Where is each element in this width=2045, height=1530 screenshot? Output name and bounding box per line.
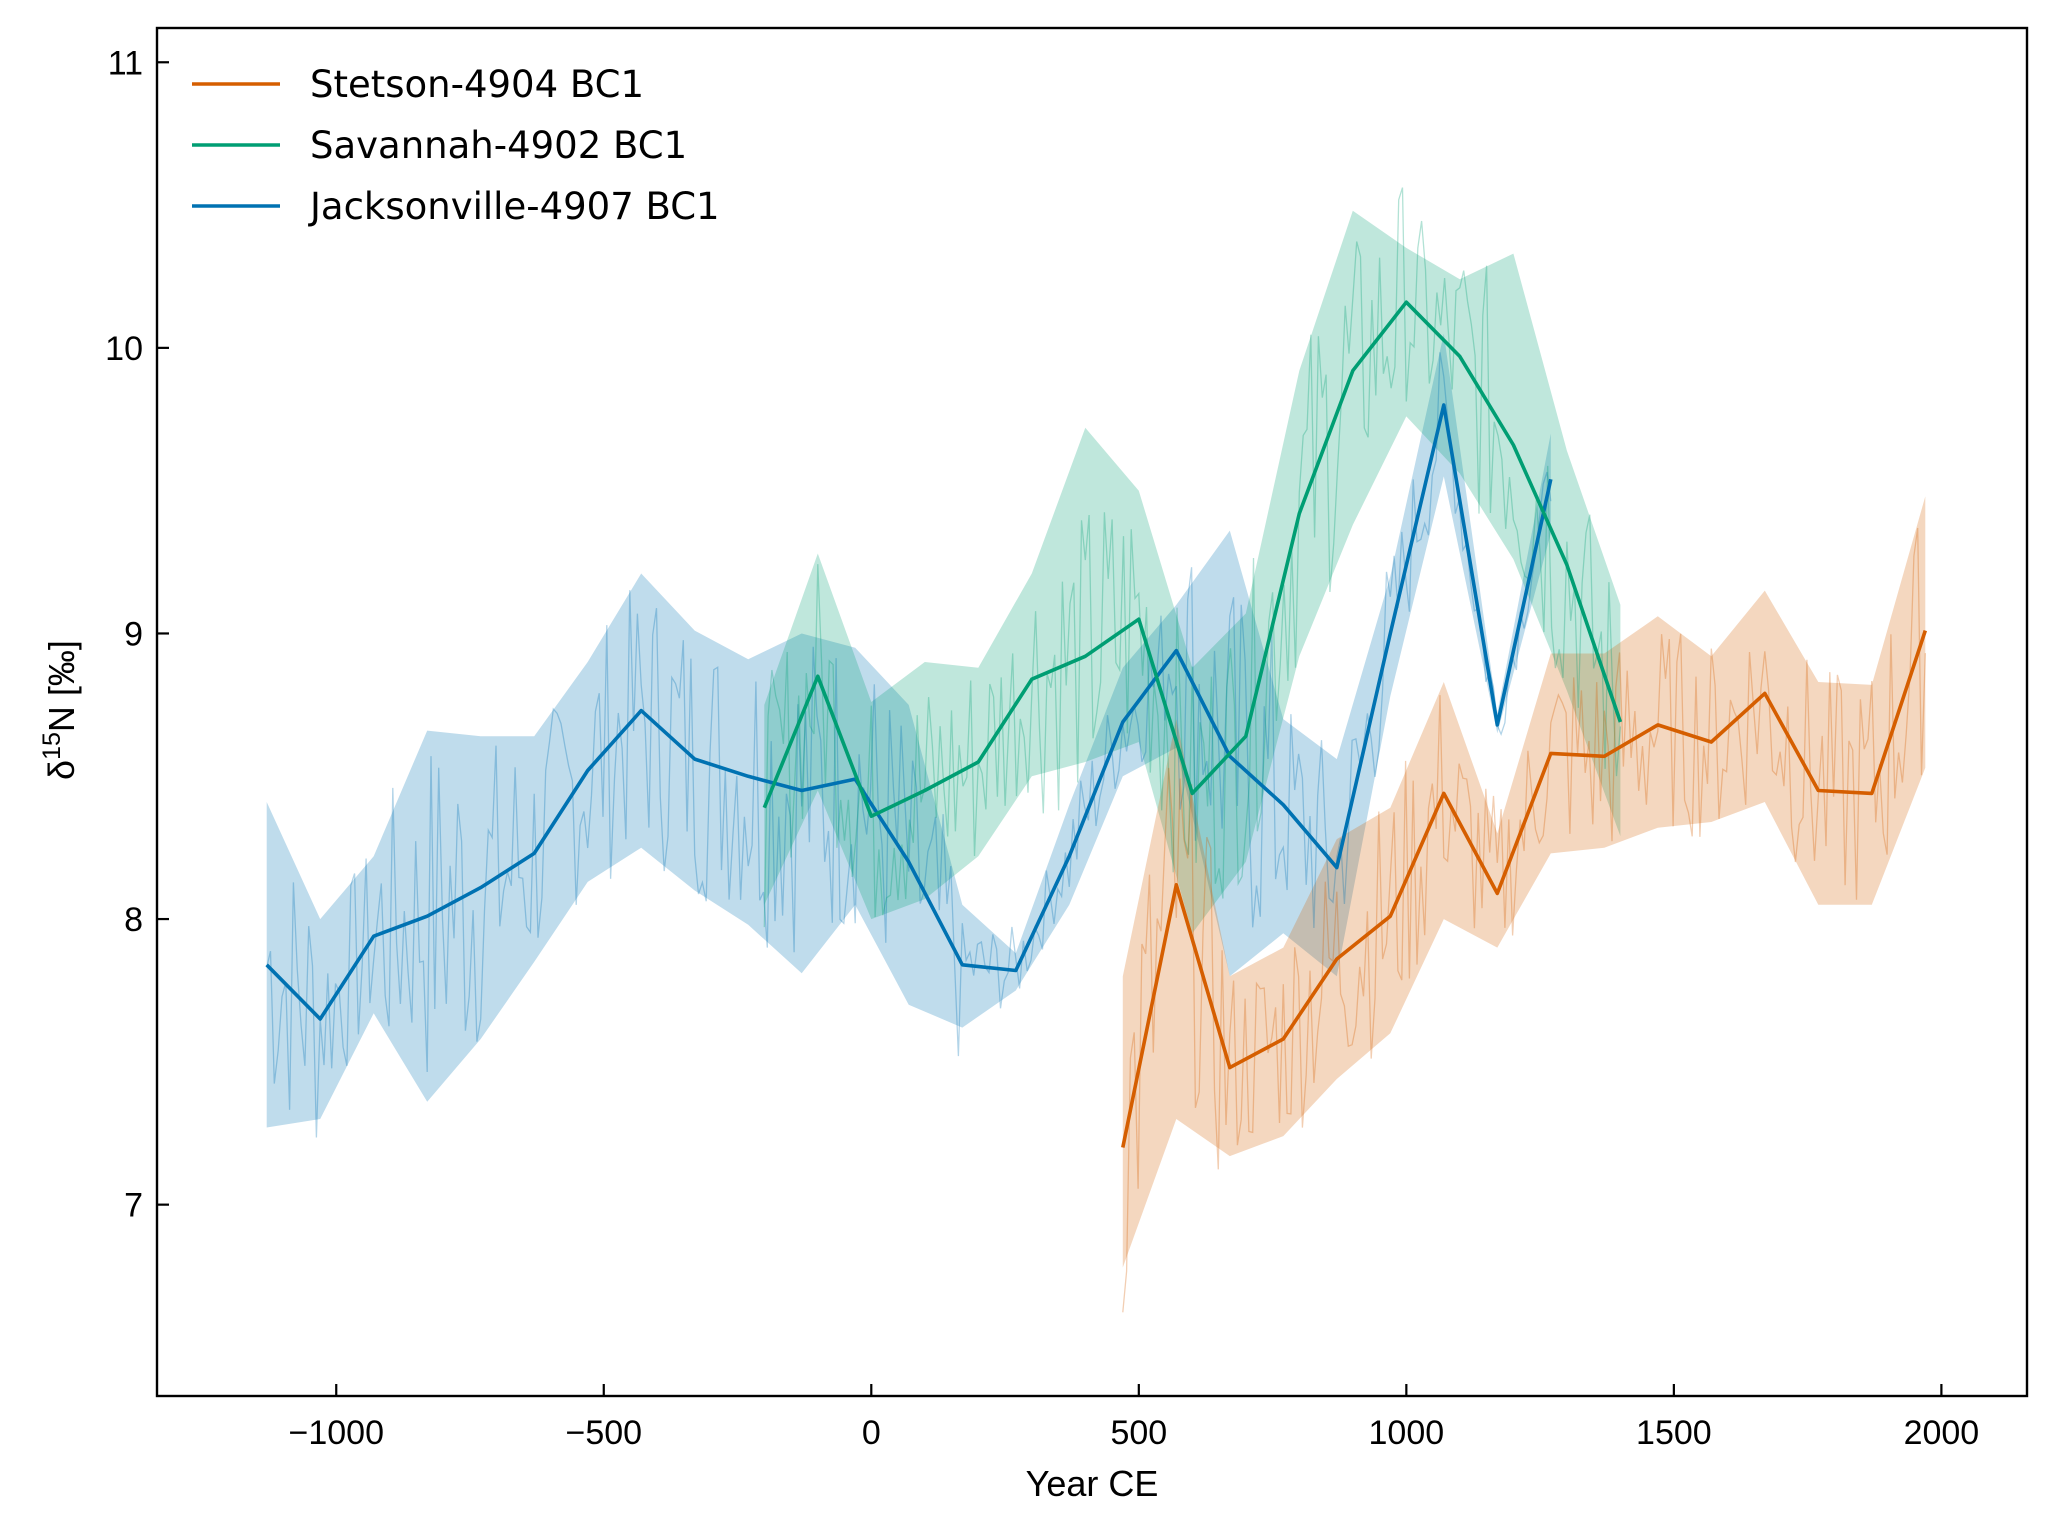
raw-trace-2 (266, 352, 1552, 1138)
band-0 (1122, 496, 1926, 1268)
legend-label-2: Jacksonville-4907 BC1 (308, 185, 720, 228)
x-tick-label-5: 1500 (1636, 1414, 1712, 1452)
y-axis-label: δ15N [‰] (38, 640, 82, 780)
x-tick-label-6: 2000 (1904, 1414, 1980, 1452)
series-line-2 (265, 403, 1553, 1021)
raw-trace-0 (1122, 527, 1926, 1313)
x-tick-label-4: 1000 (1369, 1414, 1445, 1452)
band-2 (266, 333, 1551, 1128)
raw-measurements (266, 187, 1926, 1313)
x-tick-label-3: 500 (1110, 1414, 1167, 1452)
uncertainty-bands (266, 210, 1926, 1268)
band-1 (764, 210, 1621, 934)
x-tick-label-2: 0 (862, 1414, 881, 1452)
y-tick-label-0: 7 (124, 1187, 143, 1225)
y-axis-label-rest: N [‰] (41, 640, 82, 732)
x-axis-label: Year CE (1026, 1463, 1159, 1504)
plot-frame (155, 26, 2029, 1398)
y-axis-label-superscript: 15 (38, 732, 66, 760)
y-tick-label-1: 8 (124, 901, 143, 939)
axis-ticks: −1000 −500 0 500 1000 1500 2000 7 8 9 10 11 (105, 44, 1979, 1452)
y-tick-label-2: 9 (124, 615, 143, 653)
series-lines (265, 300, 1928, 1148)
legend: Stetson-4904 BC1 Savannah-4902 BC1 Jackson… (192, 63, 720, 228)
raw-trace-1 (763, 187, 1622, 928)
y-tick-label-4: 11 (108, 44, 143, 82)
series-line-1 (762, 300, 1623, 819)
y-axis-label-delta: δ (41, 760, 82, 780)
legend-label-1: Savannah-4902 BC1 (310, 124, 687, 167)
series-line-0 (1121, 630, 1928, 1148)
x-tick-label-0: −1000 (288, 1414, 384, 1452)
legend-label-0: Stetson-4904 BC1 (310, 63, 644, 106)
x-tick-label-1: −500 (565, 1414, 642, 1452)
y-tick-label-3: 10 (105, 330, 143, 368)
